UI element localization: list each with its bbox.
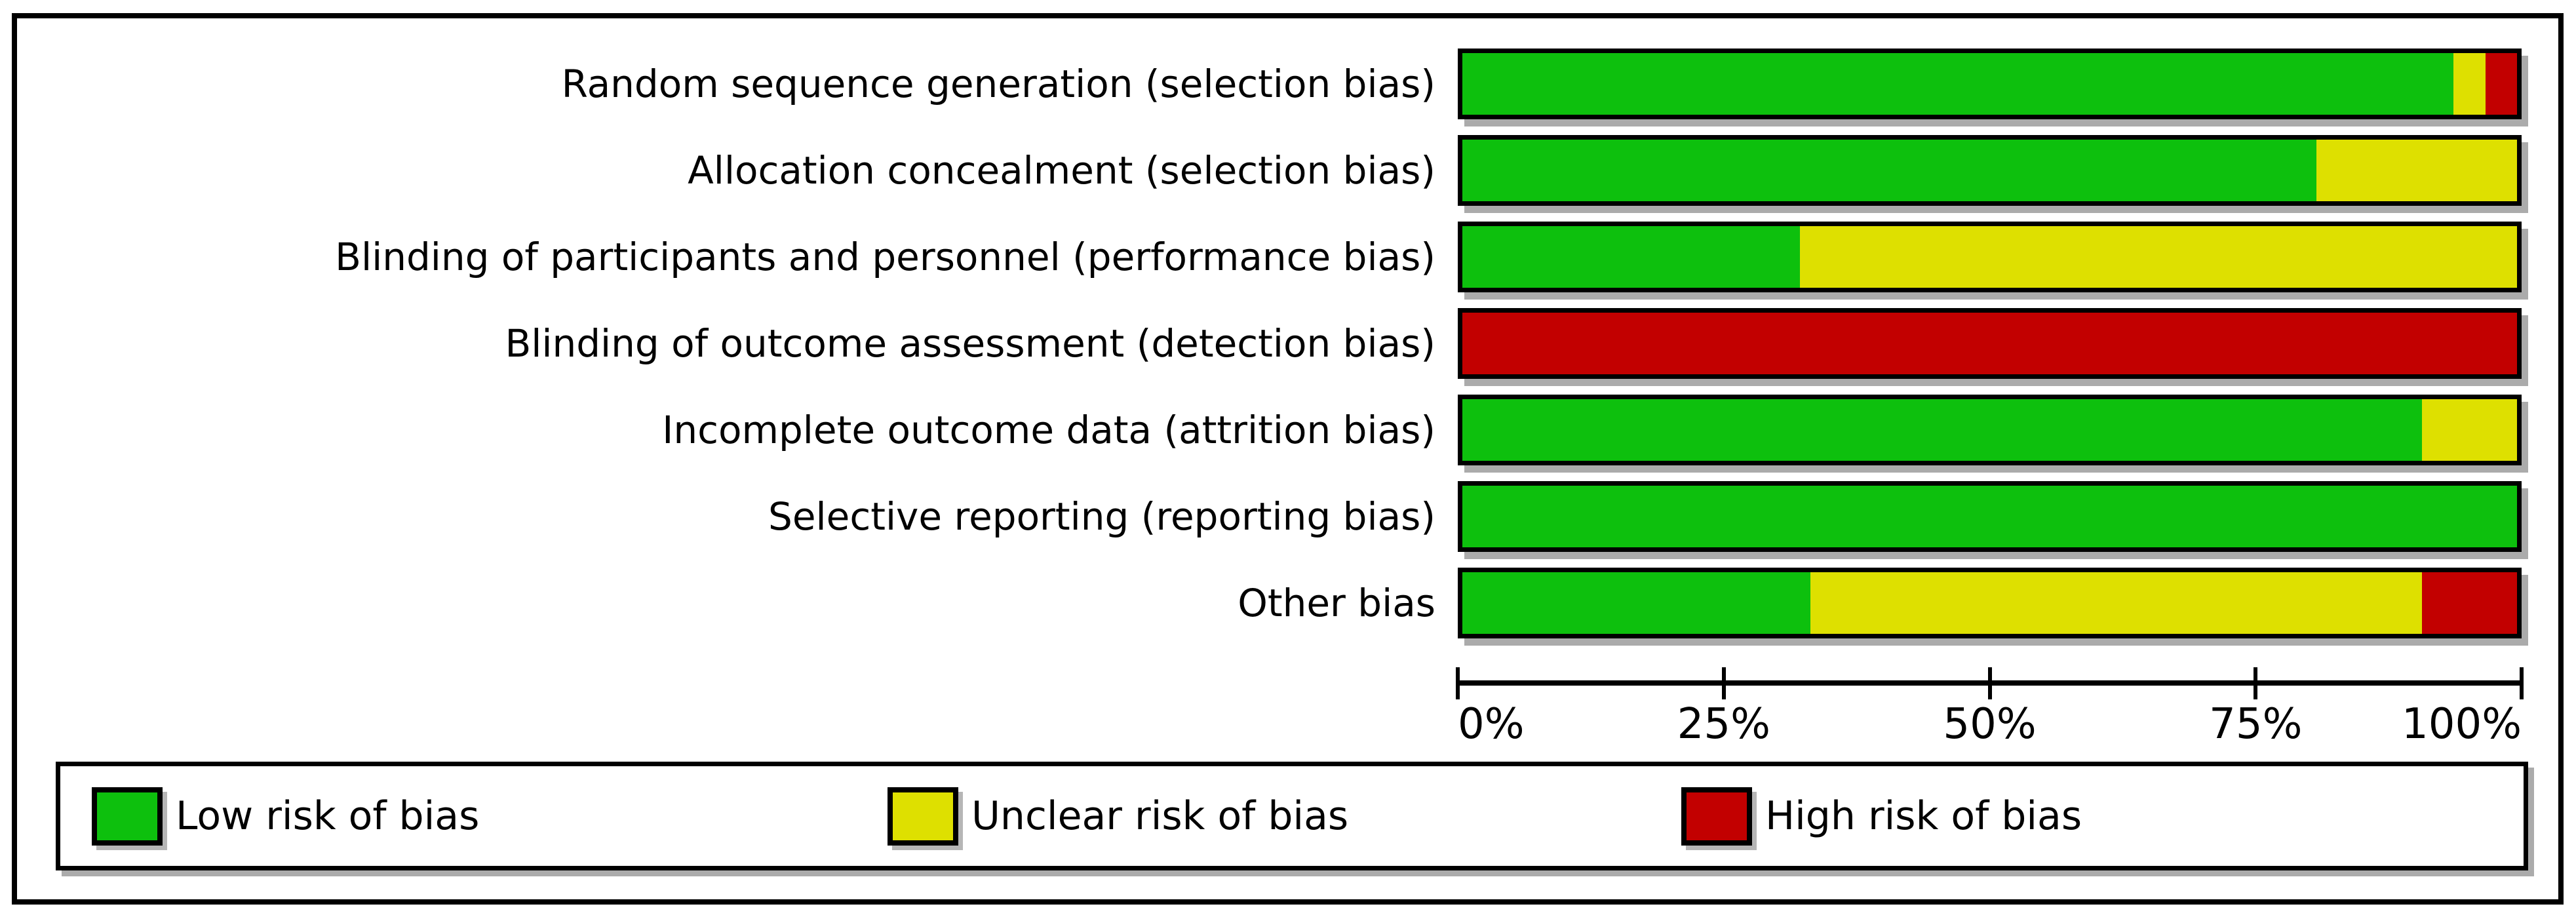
bar-row: Selective reporting (reporting bias) [0, 481, 2576, 552]
category-label: Blinding of participants and personnel (… [335, 235, 1435, 279]
bar-segment-low [1462, 572, 1810, 634]
bar-segment-unclear [2453, 53, 2486, 115]
bar-segment-low [1462, 399, 2423, 461]
bar-row: Other bias [0, 568, 2576, 638]
bar-row: Random sequence generation (selection bi… [0, 49, 2576, 119]
axis-tick [1456, 667, 1460, 699]
stacked-bar [1458, 49, 2522, 119]
high-risk-swatch [1681, 787, 1752, 846]
bar-segment-low [1462, 486, 2517, 547]
category-label: Other bias [1238, 581, 1435, 625]
bar-segment-high [1462, 313, 2517, 374]
axis-tick-label: 75% [2209, 700, 2303, 749]
category-label: Blinding of outcome assessment (detectio… [505, 321, 1435, 366]
axis-tick-label: 25% [1677, 700, 1770, 749]
category-label: Allocation concealment (selection bias) [688, 148, 1435, 193]
legend-item-unclear: Unclear risk of bias [888, 766, 1348, 866]
bar-row: Blinding of participants and personnel (… [0, 222, 2576, 292]
legend-box: Low risk of bias Unclear risk of bias Hi… [56, 762, 2528, 870]
category-label: Random sequence generation (selection bi… [561, 62, 1435, 106]
axis-tick-label: 0% [1458, 700, 1525, 749]
stacked-bar [1458, 308, 2522, 379]
bar-segment-high [2422, 572, 2517, 634]
bar-segment-unclear [1810, 572, 2423, 634]
category-label: Selective reporting (reporting bias) [768, 494, 1435, 539]
bar-row: Incomplete outcome data (attrition bias) [0, 395, 2576, 465]
bar-segment-low [1462, 140, 2317, 201]
axis-tick [1721, 667, 1726, 699]
axis-tick-label: 100% [2402, 700, 2522, 749]
x-axis: 0% 25% 50% 75% 100% [1456, 667, 2524, 759]
bar-row: Blinding of outcome assessment (detectio… [0, 308, 2576, 379]
axis-tick [2254, 667, 2258, 699]
legend-item-low: Low risk of bias [92, 766, 479, 866]
figure-border [12, 13, 2564, 905]
bar-segment-low [1462, 226, 1800, 288]
axis-tick-label: 50% [1943, 700, 2037, 749]
bar-segment-unclear [2422, 399, 2517, 461]
legend-label-high: High risk of bias [1765, 793, 2082, 839]
bar-segment-high [2485, 53, 2517, 115]
stacked-bar [1458, 481, 2522, 552]
bar-row: Allocation concealment (selection bias) [0, 135, 2576, 206]
bar-segment-unclear [2316, 140, 2517, 201]
low-risk-swatch [92, 787, 163, 846]
bar-segment-unclear [1799, 226, 2517, 288]
legend-label-unclear: Unclear risk of bias [971, 793, 1349, 839]
stacked-bar [1458, 222, 2522, 292]
unclear-risk-swatch [888, 787, 958, 846]
axis-tick [1987, 667, 1992, 699]
bar-segment-low [1462, 53, 2454, 115]
stacked-bar [1458, 395, 2522, 465]
legend-item-high: High risk of bias [1681, 766, 2082, 866]
axis-tick [2520, 667, 2524, 699]
category-label: Incomplete outcome data (attrition bias) [662, 408, 1435, 452]
stacked-bar [1458, 568, 2522, 638]
stacked-bar [1458, 135, 2522, 206]
legend-label-low: Low risk of bias [176, 793, 480, 839]
